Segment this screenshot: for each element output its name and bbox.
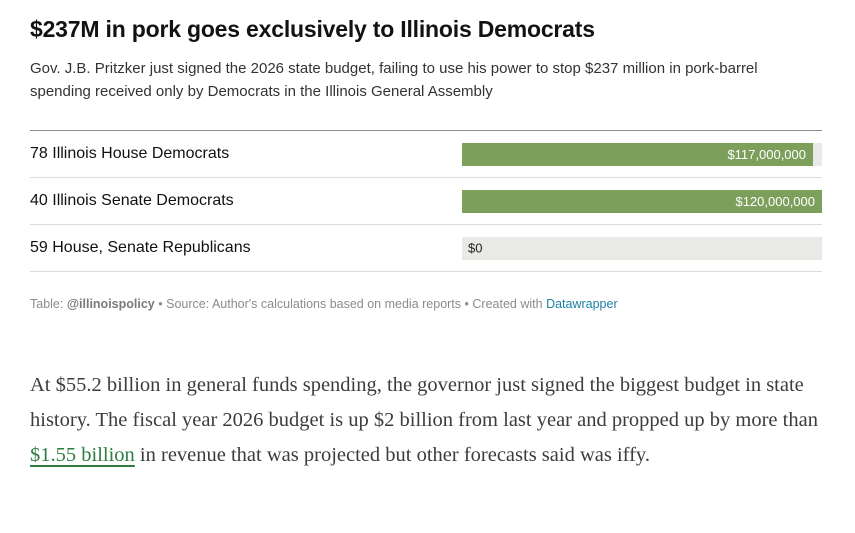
table-row: 40 Illinois Senate Democrats $120,000,00… [30, 178, 822, 225]
table-row: 59 House, Senate Republicans $0 [30, 225, 822, 272]
article-text: At $55.2 billion in general funds spendi… [30, 374, 818, 431]
table-handle: @illinoispolicy [66, 297, 155, 311]
article-paragraph: At $55.2 billion in general funds spendi… [30, 368, 822, 473]
article-text: in revenue that was projected but other … [134, 443, 650, 466]
separator-dot: • [464, 297, 469, 311]
bar-track: $120,000,000 [462, 189, 822, 213]
row-label: 78 Illinois House Democrats [30, 145, 230, 162]
bar: $120,000,000 [462, 189, 822, 213]
table-row: 78 Illinois House Democrats $117,000,000 [30, 131, 822, 178]
table-label: Table: [30, 297, 64, 311]
bar-value-label: $0 [468, 240, 483, 256]
bar-track: $0 [462, 236, 822, 260]
bar-value-label: $117,000,000 [727, 146, 806, 162]
article-link[interactable]: $1.55 billion [30, 443, 135, 466]
datawrapper-link[interactable]: Datawrapper [546, 297, 618, 311]
bar-track: $117,000,000 [462, 142, 822, 166]
chart-subtitle: Gov. J.B. Pritzker just signed the 2026 … [30, 60, 758, 100]
bar: $117,000,000 [462, 142, 813, 166]
bar-chart: 78 Illinois House Democrats $117,000,000… [30, 130, 822, 272]
separator-dot: • [158, 297, 163, 311]
row-label: 40 Illinois Senate Democrats [30, 192, 234, 209]
page: $237M in pork goes exclusively to Illino… [30, 16, 822, 473]
chart-title: $237M in pork goes exclusively to Illino… [30, 16, 595, 42]
bar-value-label: $120,000,000 [735, 193, 815, 209]
source-text: Source: Author's calculations based on m… [166, 297, 462, 311]
row-label: 59 House, Senate Republicans [30, 239, 251, 256]
created-with-label: Created with [472, 297, 543, 311]
chart-attribution: Table: @illinoispolicy • Source: Author'… [30, 297, 822, 311]
